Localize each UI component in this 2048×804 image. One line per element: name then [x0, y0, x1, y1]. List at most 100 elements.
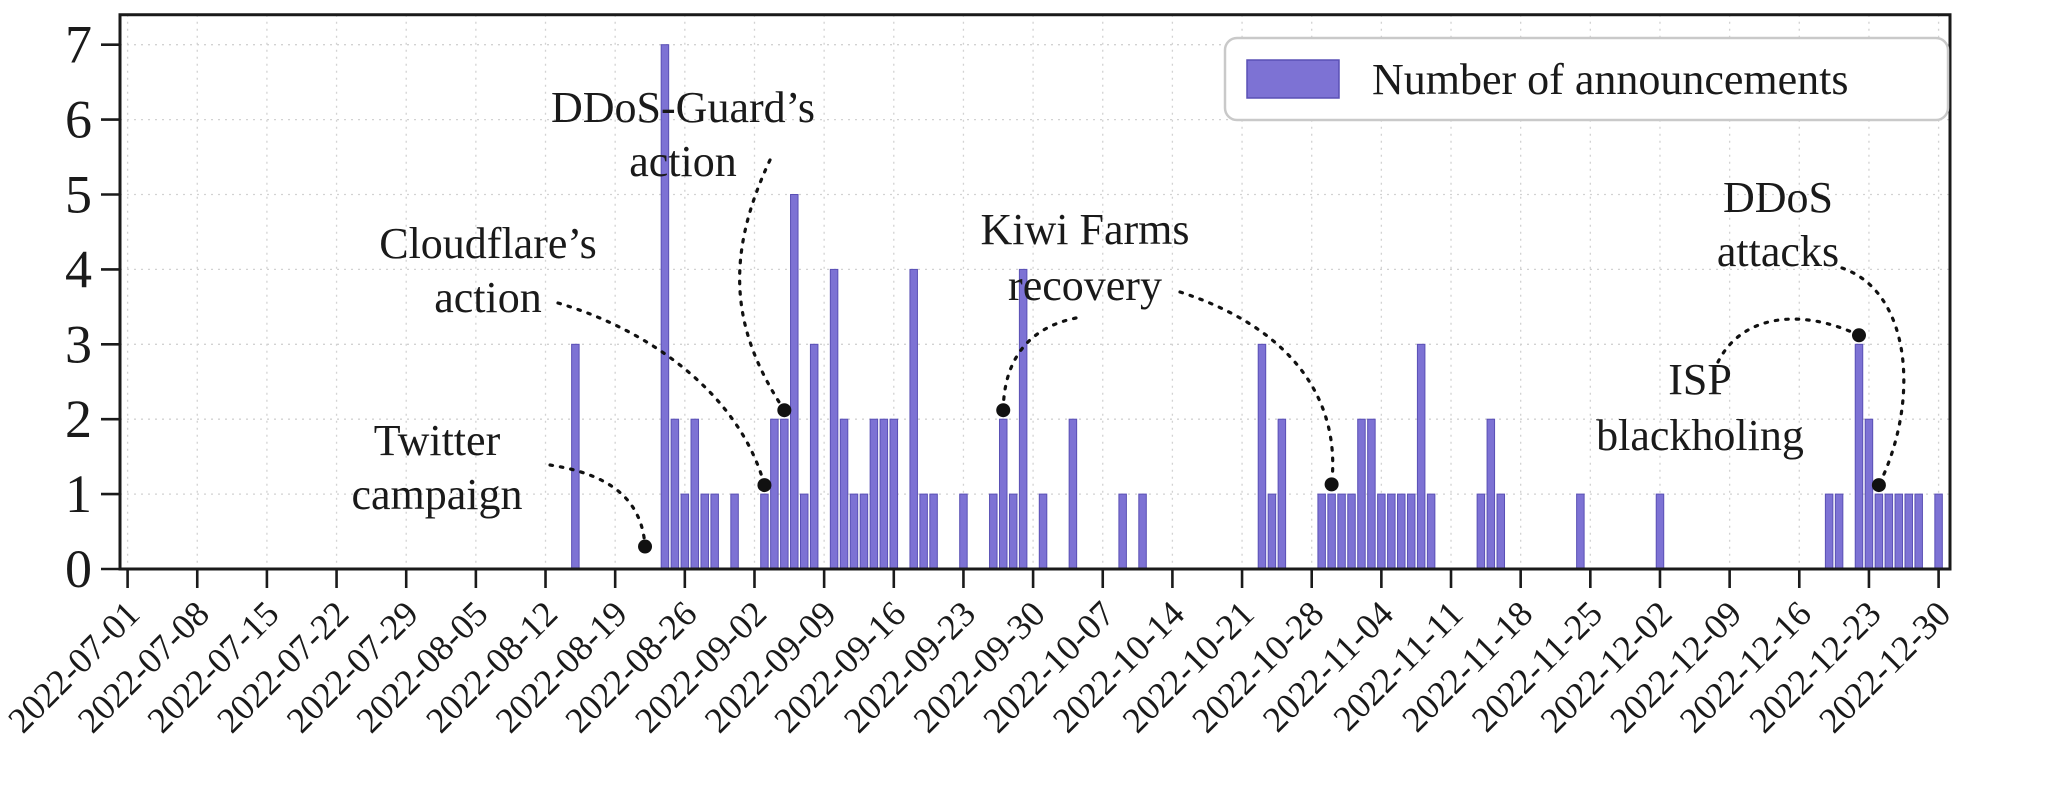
bar-2022-09-12 [849, 493, 859, 570]
isp-blackholing-pointer-dot [1851, 328, 1866, 343]
cloudflares-action-pointer-curve [556, 301, 767, 487]
bar-2022-11-02 [1357, 418, 1366, 570]
ddos-attacks-pointer-dot [1871, 478, 1886, 493]
bar-2022-09-26 [989, 493, 998, 570]
bar-2022-10-24 [1267, 493, 1277, 570]
kiwi-farms-recovery-pointer-curve [1001, 316, 1078, 412]
bar-2022-08-26 [680, 493, 690, 570]
cloudflares-action-label-line1: Cloudflare’s [379, 219, 597, 268]
bar-2022-09-07 [799, 493, 809, 570]
bar-2022-10-29 [1317, 493, 1326, 570]
y-tick-label: 0 [65, 539, 92, 599]
bar-2022-11-05 [1387, 493, 1396, 570]
y-tick-label: 6 [65, 90, 92, 150]
bar-2022-10-30 [1327, 493, 1336, 570]
bar-2022-08-25 [670, 418, 680, 570]
legend-swatch [1246, 59, 1340, 99]
ddos-guards-action-label-line2: action [629, 137, 737, 186]
bar-2022-11-01 [1347, 493, 1356, 570]
bar-2022-11-24 [1576, 493, 1585, 570]
legend-label: Number of announcements [1372, 55, 1849, 104]
legend-box [1223, 36, 1950, 122]
bar-2022-12-20 [1834, 493, 1844, 570]
bar-2022-09-23 [959, 493, 968, 570]
bar-2022-10-09 [1118, 493, 1127, 570]
bar-2022-10-04 [1068, 418, 1078, 570]
ddos-attacks-label-line2: attacks [1717, 227, 1839, 276]
bar-2022-09-10 [829, 268, 839, 570]
bar-2022-09-16 [889, 418, 899, 570]
bar-2022-09-08 [809, 343, 819, 570]
y-tick-label: 5 [65, 165, 92, 225]
ddos-guards-action-label-line1: DDoS-Guard’s [551, 83, 815, 132]
isp-blackholing-label-line1: ISP [1668, 355, 1732, 404]
bar-2022-09-20 [929, 493, 938, 570]
bar-2022-11-03 [1367, 418, 1376, 570]
bar-2022-09-13 [859, 493, 869, 570]
bar-2022-09-03 [760, 493, 769, 570]
kiwi-farms-recovery-pointer-curve [1178, 290, 1335, 486]
bar-2022-10-25 [1277, 418, 1287, 570]
bar-2022-12-25 [1884, 493, 1894, 570]
bar-2022-08-28 [700, 493, 709, 570]
ddos-attacks-label-line1: DDoS [1723, 173, 1833, 222]
bar-2022-09-06 [790, 194, 799, 570]
bar-2022-11-07 [1406, 493, 1416, 570]
bar-2022-09-14 [869, 418, 879, 570]
y-tick-label: 3 [65, 314, 92, 374]
bar-2022-11-09 [1426, 493, 1436, 570]
bar-2022-12-23 [1864, 418, 1874, 570]
y-tick-label: 4 [65, 239, 92, 299]
bar-2022-08-27 [690, 418, 700, 570]
bar-2022-09-28 [1008, 493, 1018, 570]
kiwi-farms-recovery-label-line1: Kiwi Farms [981, 205, 1190, 254]
bar-2022-12-30 [1934, 493, 1943, 570]
ddos-guards-action-pointer-curve [738, 158, 786, 412]
isp-blackholing-label-line2: blackholing [1596, 411, 1804, 460]
bar-2022-11-06 [1397, 493, 1406, 570]
plot-border [118, 13, 1952, 571]
y-tick-label: 2 [65, 389, 92, 449]
bar-2022-09-19 [919, 493, 928, 570]
bar-2022-09-05 [780, 418, 789, 570]
y-tick-label: 7 [65, 15, 92, 75]
bar-2022-11-04 [1377, 493, 1386, 570]
bar-2022-10-01 [1038, 493, 1048, 570]
bar-2022-09-29 [1018, 268, 1028, 570]
bar-2022-09-11 [839, 418, 849, 570]
bar-2022-11-15 [1486, 418, 1496, 570]
kiwi-farms-recovery-pointer-dot [996, 403, 1011, 418]
bar-2022-11-16 [1496, 493, 1506, 570]
ddos-attacks-pointer-curve [1840, 266, 1906, 487]
bar-2022-12-24 [1874, 493, 1884, 570]
bar-2022-09-27 [998, 418, 1008, 570]
bar-2022-12-02 [1655, 493, 1665, 570]
twitter-campaign-pointer-curve [548, 463, 647, 549]
bar-2022-09-04 [770, 418, 779, 570]
ddos-guards-action-pointer-dot [777, 403, 792, 418]
cloudflares-action-label-line2: action [434, 273, 542, 322]
bar-2022-08-31 [730, 493, 739, 570]
isp-blackholing-pointer-curve [1716, 317, 1861, 364]
bar-2022-08-29 [710, 493, 719, 570]
bar-2022-12-27 [1904, 493, 1913, 570]
bar-2022-09-15 [879, 418, 889, 570]
bar-2022-10-11 [1138, 493, 1147, 570]
bar-2022-12-19 [1824, 493, 1834, 570]
cloudflares-action-pointer-dot [757, 478, 772, 493]
twitter-campaign-label-line1: Twitter [374, 416, 501, 465]
twitter-campaign-label-line2: campaign [351, 470, 522, 519]
bar-2022-10-23 [1257, 343, 1267, 570]
bar-2022-11-08 [1416, 343, 1426, 570]
bar-2022-12-22 [1854, 343, 1864, 570]
kiwi-farms-recovery-pointer-dot [1324, 477, 1339, 492]
bar-2022-08-15 [571, 343, 580, 570]
bar-2022-09-18 [909, 268, 918, 570]
bar-2022-10-31 [1337, 493, 1346, 570]
y-tick-label: 1 [65, 464, 92, 524]
bar-2022-12-26 [1894, 493, 1904, 570]
bar-2022-12-28 [1914, 493, 1923, 570]
bar-2022-11-14 [1476, 493, 1486, 570]
